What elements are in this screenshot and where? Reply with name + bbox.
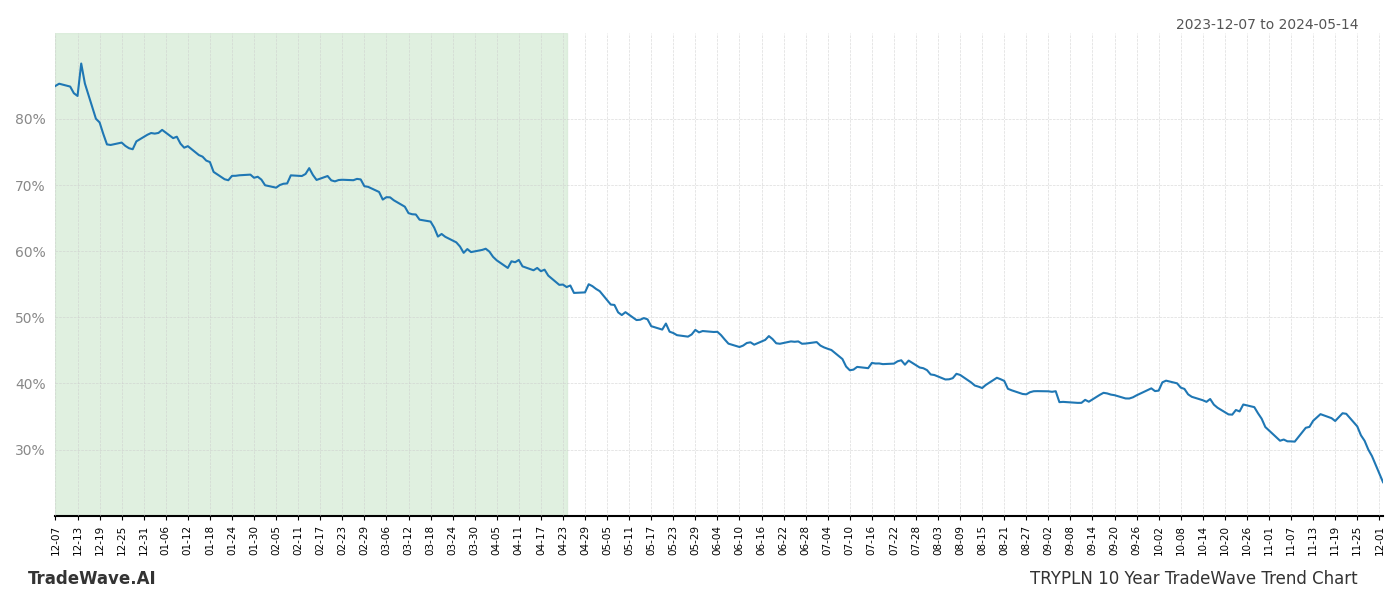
Text: TradeWave.AI: TradeWave.AI: [28, 570, 157, 588]
Bar: [56, 33, 567, 516]
Text: TRYPLN 10 Year TradeWave Trend Chart: TRYPLN 10 Year TradeWave Trend Chart: [1030, 570, 1358, 588]
Text: 2023-12-07 to 2024-05-14: 2023-12-07 to 2024-05-14: [1176, 18, 1358, 32]
